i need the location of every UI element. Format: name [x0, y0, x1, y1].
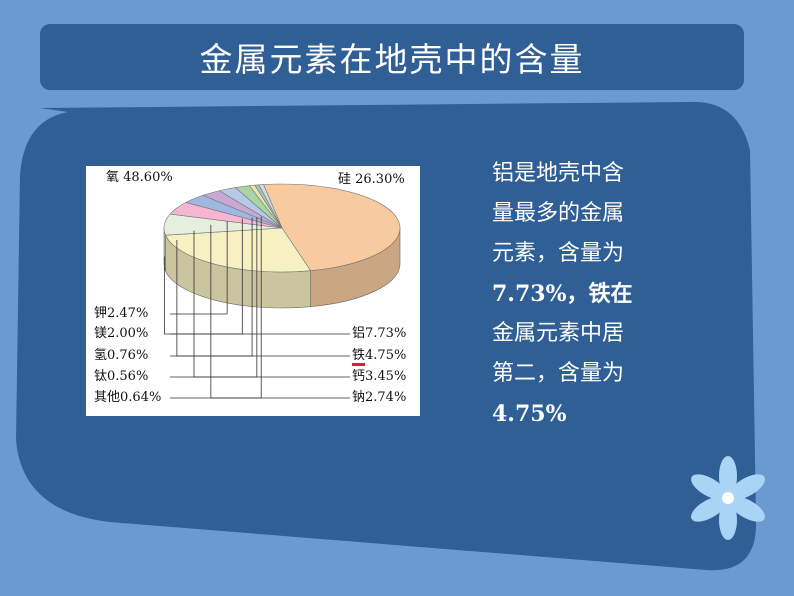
flower-center: [722, 492, 734, 504]
pie-slice-氧: [263, 183, 401, 272]
flower-decoration-icon: [691, 456, 765, 540]
pie-chart: 氧 48.60% 硅 26.30% 铝7.73% 铁4.75% 钙3.45% 钠2.74%…: [86, 166, 420, 416]
label-铝: 铝7.73%: [352, 326, 407, 341]
flower-petal: [719, 500, 737, 540]
body-line: 金属元素中居: [492, 321, 625, 346]
label-铁: 铁4.75%: [352, 348, 406, 366]
label-钙: 钙3.45%: [352, 369, 407, 384]
body-line: 7.73%，铁在: [492, 281, 633, 307]
leader-line: [170, 217, 258, 378]
body-line: 第二，含量为: [492, 361, 625, 386]
label-氢: 氢0.76%: [94, 348, 149, 363]
slide-title: 金属元素在地壳中的含量: [199, 40, 585, 79]
flower-petal: [719, 456, 737, 496]
flower-petal: [691, 474, 727, 500]
leader-line: [170, 218, 243, 335]
flower-petal: [729, 496, 765, 522]
leader-line: [163, 256, 350, 335]
label-钠: 钠2.74%: [352, 390, 407, 405]
label-氧: 氧 48.60%: [106, 170, 173, 185]
body-line: 元素，含量为: [492, 241, 625, 266]
title-bar: 金属元素在地壳中的含量: [40, 24, 744, 90]
leader-line: [170, 221, 228, 315]
label-钾: 钾2.47%: [94, 306, 149, 321]
body-line: 4.75%: [492, 401, 567, 427]
body-line: 量最多的金属: [492, 201, 625, 226]
pie-sides: [163, 227, 401, 309]
body-line: 铝是地壳中含: [492, 161, 625, 186]
leader-line: [170, 217, 253, 357]
pie-chart-canvas: [163, 183, 401, 399]
pie-slice-硅: [165, 227, 312, 273]
label-镁: 镁2.00%: [94, 326, 149, 341]
label-硅: 硅 26.30%: [338, 172, 405, 187]
body-text: 铝是地壳中含 量最多的金属 元素，含量为 7.73%，铁在 金属元素中居 第二，…: [492, 154, 672, 434]
label-其他: 其他0.64%: [94, 390, 162, 405]
leader-line: [170, 216, 262, 399]
flower-petal: [691, 496, 727, 522]
pie-slice-其他: [258, 184, 283, 229]
label-钛: 钛0.56%: [94, 369, 149, 384]
flower-petal: [729, 474, 765, 500]
highlight-underline: 铁: [352, 348, 366, 366]
